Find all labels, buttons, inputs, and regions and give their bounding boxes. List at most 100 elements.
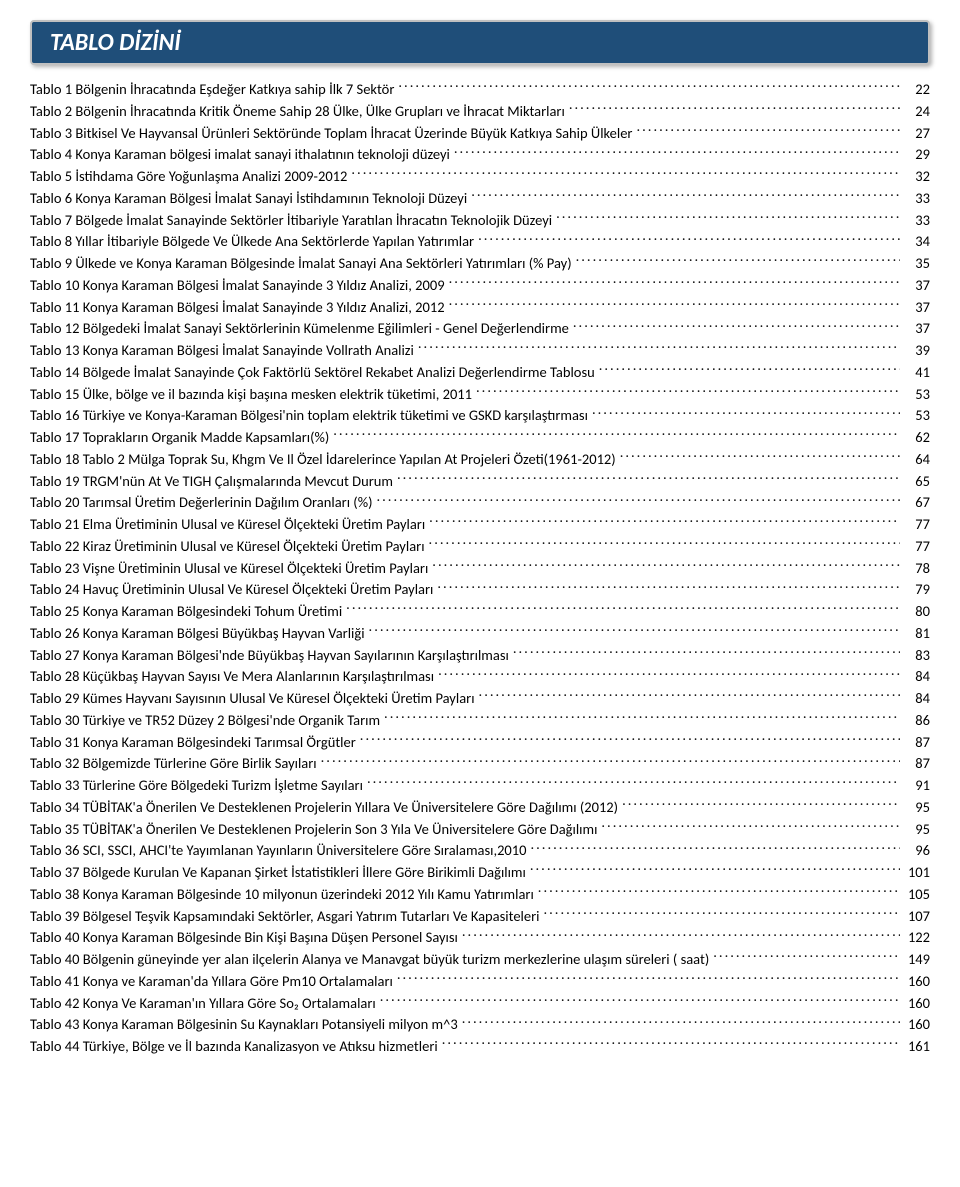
toc-leader-dots bbox=[380, 993, 900, 1008]
toc-leader-dots bbox=[376, 493, 900, 508]
toc-row: Tablo 7 Bölgede İmalat Sanayinde Sektörl… bbox=[30, 210, 930, 232]
toc-row: Tablo 17 Toprakların Organik Madde Kapsa… bbox=[30, 427, 930, 449]
toc-page-number: 34 bbox=[900, 231, 930, 253]
toc-label: Tablo 21 Elma Üretiminin Ulusal ve Küres… bbox=[30, 514, 429, 536]
toc-row: Tablo 40 Konya Karaman Bölgesinde Bin Ki… bbox=[30, 927, 930, 949]
table-of-contents: Tablo 1 Bölgenin İhracatında Eşdeğer Kat… bbox=[30, 79, 930, 1058]
toc-page-number: 91 bbox=[900, 775, 930, 797]
toc-page-number: 78 bbox=[900, 558, 930, 580]
toc-leader-dots bbox=[573, 319, 900, 334]
toc-row: Tablo 12 Bölgedeki İmalat Sanayi Sektörl… bbox=[30, 318, 930, 340]
toc-label: Tablo 43 Konya Karaman Bölgesinin Su Kay… bbox=[30, 1014, 462, 1036]
toc-row: Tablo 3 Bitkisel Ve Hayvansal Ürünleri S… bbox=[30, 123, 930, 145]
toc-label: Tablo 4 Konya Karaman bölgesi imalat san… bbox=[30, 144, 454, 166]
toc-leader-dots bbox=[397, 471, 900, 486]
toc-page-number: 65 bbox=[900, 471, 930, 493]
toc-page-number: 41 bbox=[900, 362, 930, 384]
toc-page-number: 37 bbox=[900, 318, 930, 340]
toc-page-number: 149 bbox=[900, 949, 930, 971]
toc-leader-dots bbox=[620, 449, 900, 464]
toc-row: Tablo 38 Konya Karaman Bölgesinde 10 mil… bbox=[30, 884, 930, 906]
toc-row: Tablo 2 Bölgenin İhracatında Kritik Önem… bbox=[30, 101, 930, 123]
toc-leader-dots bbox=[538, 884, 900, 899]
toc-page-number: 96 bbox=[900, 840, 930, 862]
toc-label: Tablo 32 Bölgemizde Türlerine Göre Birli… bbox=[30, 753, 321, 775]
toc-leader-dots bbox=[321, 754, 900, 769]
toc-page-number: 79 bbox=[900, 579, 930, 601]
toc-page-number: 95 bbox=[900, 819, 930, 841]
toc-label: Tablo 1 Bölgenin İhracatında Eşdeğer Kat… bbox=[30, 79, 398, 101]
toc-label: Tablo 5 İstihdama Göre Yoğunlaşma Analiz… bbox=[30, 166, 351, 188]
toc-page-number: 84 bbox=[900, 688, 930, 710]
toc-label: Tablo 22 Kiraz Üretiminin Ulusal ve Küre… bbox=[30, 536, 429, 558]
toc-leader-dots bbox=[476, 384, 900, 399]
toc-row: Tablo 31 Konya Karaman Bölgesindeki Tarı… bbox=[30, 732, 930, 754]
toc-row: Tablo 19 TRGM'nün At Ve TIGH Çalışmaları… bbox=[30, 471, 930, 493]
toc-label: Tablo 38 Konya Karaman Bölgesinde 10 mil… bbox=[30, 884, 538, 906]
toc-page-number: 80 bbox=[900, 601, 930, 623]
toc-page-number: 37 bbox=[900, 297, 930, 319]
toc-row: Tablo 41 Konya ve Karaman'da Yıllara Gör… bbox=[30, 971, 930, 993]
toc-row: Tablo 16 Türkiye ve Konya-Karaman Bölges… bbox=[30, 405, 930, 427]
toc-leader-dots bbox=[397, 971, 900, 986]
toc-label: Tablo 3 Bitkisel Ve Hayvansal Ürünleri S… bbox=[30, 123, 636, 145]
toc-leader-dots bbox=[351, 167, 900, 182]
toc-label: Tablo 24 Havuç Üretiminin Ulusal Ve Küre… bbox=[30, 579, 437, 601]
toc-page-number: 22 bbox=[900, 79, 930, 101]
toc-leader-dots bbox=[530, 841, 900, 856]
toc-row: Tablo 10 Konya Karaman Bölgesi İmalat Sa… bbox=[30, 275, 930, 297]
toc-label: Tablo 2 Bölgenin İhracatında Kritik Önem… bbox=[30, 101, 569, 123]
toc-row: Tablo 13 Konya Karaman Bölgesi İmalat Sa… bbox=[30, 340, 930, 362]
toc-leader-dots bbox=[556, 210, 900, 225]
toc-label: Tablo 23 Vişne Üretiminin Ulusal ve Küre… bbox=[30, 558, 432, 580]
toc-page-number: 105 bbox=[900, 884, 930, 906]
toc-label: Tablo 42 Konya Ve Karaman'ın Yıllara Gör… bbox=[30, 993, 380, 1015]
toc-row: Tablo 6 Konya Karaman Bölgesi İmalat San… bbox=[30, 188, 930, 210]
toc-label: Tablo 8 Yıllar İtibariyle Bölgede Ve Ülk… bbox=[30, 231, 478, 253]
toc-leader-dots bbox=[601, 819, 900, 834]
toc-leader-dots bbox=[713, 950, 900, 965]
toc-label: Tablo 36 SCI, SSCI, AHCI'te Yayımlanan Y… bbox=[30, 840, 530, 862]
toc-label: Tablo 11 Konya Karaman Bölgesi İmalat Sa… bbox=[30, 297, 449, 319]
toc-leader-dots bbox=[418, 341, 900, 356]
toc-leader-dots bbox=[429, 536, 900, 551]
toc-label: Tablo 6 Konya Karaman Bölgesi İmalat San… bbox=[30, 188, 471, 210]
toc-leader-dots bbox=[543, 906, 900, 921]
toc-row: Tablo 36 SCI, SSCI, AHCI'te Yayımlanan Y… bbox=[30, 840, 930, 862]
toc-leader-dots bbox=[369, 623, 900, 638]
toc-leader-dots bbox=[479, 689, 900, 704]
toc-label: Tablo 9 Ülkede ve Konya Karaman Bölgesin… bbox=[30, 253, 576, 275]
page-title: TABLO DİZİNİ bbox=[50, 28, 910, 57]
toc-leader-dots bbox=[438, 667, 900, 682]
toc-row: Tablo 21 Elma Üretiminin Ulusal ve Küres… bbox=[30, 514, 930, 536]
toc-page-number: 33 bbox=[900, 210, 930, 232]
toc-page-number: 160 bbox=[900, 1014, 930, 1036]
toc-label: Tablo 14 Bölgede İmalat Sanayinde Çok Fa… bbox=[30, 362, 599, 384]
toc-leader-dots bbox=[513, 645, 900, 660]
toc-page-number: 87 bbox=[900, 732, 930, 754]
toc-row: Tablo 26 Konya Karaman Bölgesi Büyükbaş … bbox=[30, 623, 930, 645]
toc-label: Tablo 25 Konya Karaman Bölgesindeki Tohu… bbox=[30, 601, 346, 623]
toc-label: Tablo 37 Bölgede Kurulan Ve Kapanan Şirk… bbox=[30, 862, 530, 884]
toc-row: Tablo 5 İstihdama Göre Yoğunlaşma Analiz… bbox=[30, 166, 930, 188]
toc-label: Tablo 17 Toprakların Organik Madde Kapsa… bbox=[30, 427, 333, 449]
toc-label: Tablo 10 Konya Karaman Bölgesi İmalat Sa… bbox=[30, 275, 449, 297]
toc-row: Tablo 40 Bölgenin güneyinde yer alan ilç… bbox=[30, 949, 930, 971]
toc-leader-dots bbox=[471, 188, 900, 203]
toc-row: Tablo 44 Türkiye, Bölge ve İl bazında Ka… bbox=[30, 1036, 930, 1058]
toc-row: Tablo 18 Tablo 2 Mülga Toprak Su, Khgm V… bbox=[30, 449, 930, 471]
toc-row: Tablo 1 Bölgenin İhracatında Eşdeğer Kat… bbox=[30, 79, 930, 101]
toc-leader-dots bbox=[530, 863, 900, 878]
toc-row: Tablo 37 Bölgede Kurulan Ve Kapanan Şirk… bbox=[30, 862, 930, 884]
toc-leader-dots bbox=[622, 797, 900, 812]
toc-page-number: 24 bbox=[900, 101, 930, 123]
toc-leader-dots bbox=[636, 123, 900, 138]
toc-page-number: 39 bbox=[900, 340, 930, 362]
toc-row: Tablo 23 Vişne Üretiminin Ulusal ve Küre… bbox=[30, 558, 930, 580]
toc-page-number: 83 bbox=[900, 645, 930, 667]
toc-page-number: 160 bbox=[900, 971, 930, 993]
toc-row: Tablo 29 Kümes Hayvanı Sayısının Ulusal … bbox=[30, 688, 930, 710]
toc-page-number: 29 bbox=[900, 144, 930, 166]
toc-label: Tablo 35 TÜBİTAK'a Önerilen Ve Desteklen… bbox=[30, 819, 601, 841]
toc-leader-dots bbox=[599, 362, 900, 377]
